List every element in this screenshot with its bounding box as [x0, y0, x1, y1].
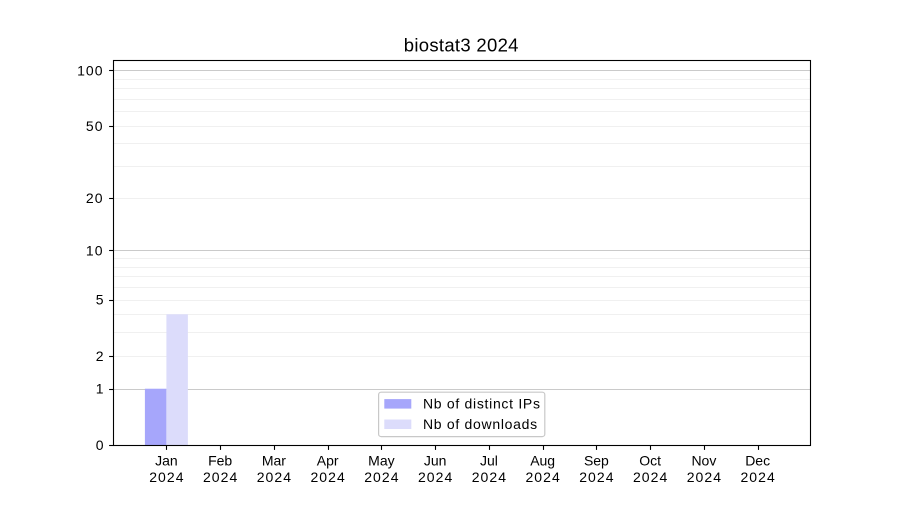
svg-text:0: 0: [96, 437, 104, 453]
svg-text:2024: 2024: [203, 469, 238, 485]
svg-text:20: 20: [86, 190, 104, 206]
svg-text:50: 50: [86, 118, 104, 134]
svg-text:10: 10: [86, 242, 104, 258]
svg-text:Mar: Mar: [262, 453, 286, 469]
svg-text:100: 100: [77, 62, 104, 78]
svg-text:Aug: Aug: [530, 453, 555, 469]
svg-text:2: 2: [96, 348, 104, 364]
svg-text:2024: 2024: [525, 469, 560, 485]
svg-text:2024: 2024: [579, 469, 614, 485]
svg-text:Feb: Feb: [208, 453, 232, 469]
svg-text:Nb of downloads: Nb of downloads: [423, 416, 538, 432]
svg-text:2024: 2024: [310, 469, 345, 485]
svg-text:2024: 2024: [472, 469, 507, 485]
svg-text:2024: 2024: [687, 469, 722, 485]
svg-text:Jan: Jan: [155, 453, 178, 469]
svg-text:biostat3 2024: biostat3 2024: [404, 34, 519, 55]
svg-text:Dec: Dec: [745, 453, 770, 469]
svg-text:2024: 2024: [740, 469, 775, 485]
svg-text:Jul: Jul: [480, 453, 498, 469]
svg-text:2024: 2024: [149, 469, 184, 485]
svg-text:1: 1: [96, 381, 104, 397]
svg-text:5: 5: [96, 292, 104, 308]
svg-text:Nb of distinct IPs: Nb of distinct IPs: [423, 396, 541, 412]
svg-text:Jun: Jun: [424, 453, 447, 469]
svg-text:May: May: [368, 453, 394, 469]
svg-text:2024: 2024: [633, 469, 668, 485]
svg-text:Sep: Sep: [584, 453, 609, 469]
svg-text:2024: 2024: [418, 469, 453, 485]
svg-text:2024: 2024: [257, 469, 292, 485]
svg-text:2024: 2024: [364, 469, 399, 485]
svg-text:Oct: Oct: [639, 453, 661, 469]
svg-text:Nov: Nov: [691, 453, 716, 469]
svg-text:Apr: Apr: [317, 453, 339, 469]
